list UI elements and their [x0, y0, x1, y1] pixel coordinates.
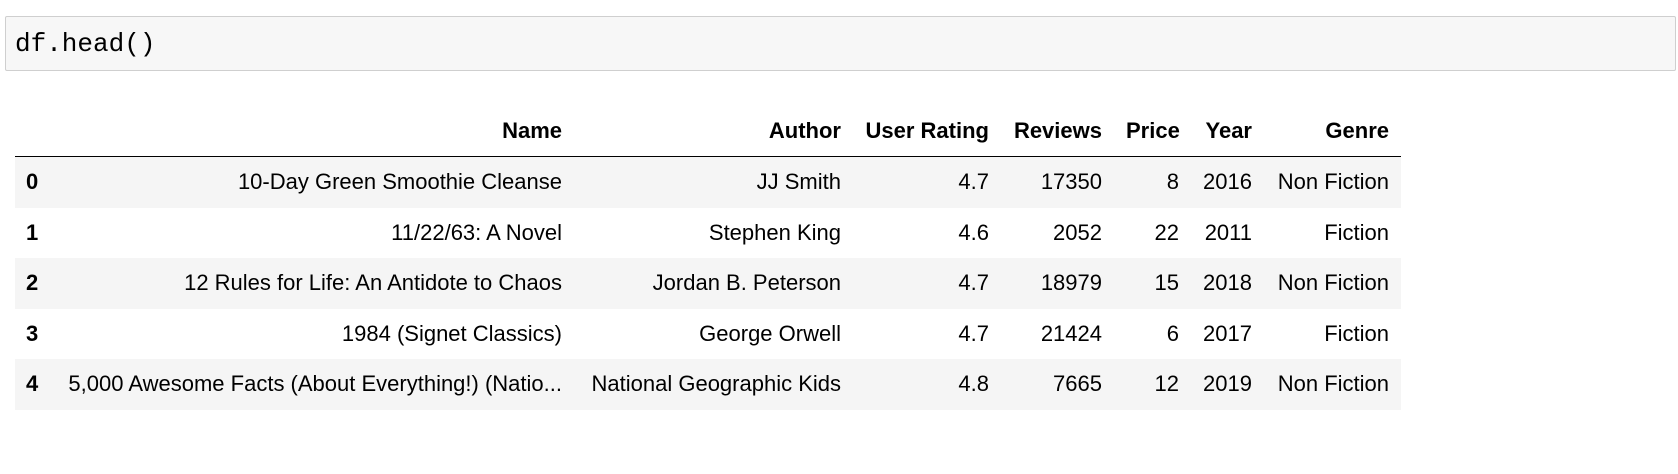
table-cell: 2016: [1203, 169, 1252, 195]
table-cell: 2018: [1203, 270, 1252, 296]
column-header: Reviews: [1001, 105, 1114, 157]
table-cell: 4.7: [958, 320, 989, 346]
table-cell: Non Fiction: [1277, 371, 1389, 397]
table-cell: 18979: [1040, 270, 1102, 296]
table-row: 3 1984 (Signet Classics) George Orwell 4.7 2…: [15, 309, 1401, 360]
table-cell: Stephen King: [708, 219, 841, 245]
code-cell[interactable]: df.head(): [5, 16, 1676, 71]
column-header: Genre: [1264, 105, 1401, 157]
table-body: 0 10-Day Green Smoothie Cleanse JJ Smith 4.…: [15, 156, 1401, 410]
column-header: Author: [574, 105, 853, 157]
table-cell: Non Fiction: [1277, 169, 1389, 195]
dataframe: Name Author User Rating Reviews Price Year Gen…: [15, 105, 1401, 410]
table-row: 1 11/22/63: A Novel Stephen King 4.6 2052 22 2…: [15, 208, 1401, 259]
table-row: 2 12 Rules for Life: An Antidote to Chaos…: [15, 258, 1401, 309]
table-cell: 22: [1154, 219, 1179, 245]
table-cell: 4.8: [958, 371, 989, 397]
table-cell: 1984 (Signet Classics): [341, 320, 562, 346]
table-row: 4 5,000 Awesome Facts (About Everything!)…: [15, 359, 1401, 410]
header-row: Name Author User Rating Reviews Price Year Gen…: [15, 105, 1401, 157]
table-cell: 10-Day Green Smoothie Cleanse: [237, 169, 562, 195]
code: df.head(): [15, 29, 156, 59]
index-header: [15, 105, 50, 157]
row-index: 1: [26, 219, 39, 245]
table-cell: National Geographic Kids: [591, 371, 841, 397]
table-cell: 6: [1166, 320, 1179, 346]
table-cell: 12: [1154, 371, 1179, 397]
table-cell: 2011: [1204, 219, 1252, 245]
table-cell: 15: [1154, 270, 1179, 296]
row-index: 4: [26, 371, 39, 397]
column-header: Year: [1191, 105, 1264, 157]
table-cell: JJ Smith: [756, 169, 841, 195]
table-cell: Fiction: [1324, 320, 1389, 346]
table-cell: George Orwell: [699, 320, 841, 346]
table-cell: 4.6: [958, 219, 989, 245]
table-cell: 11/22/63: A Novel: [391, 219, 562, 245]
table-cell: 17350: [1040, 169, 1102, 195]
table-cell: 7665: [1053, 371, 1102, 397]
table-cell: 5,000 Awesome Facts (About Everything!) …: [68, 371, 562, 397]
table-cell: 8: [1166, 169, 1179, 195]
table-cell: 21424: [1040, 320, 1102, 346]
column-header: Name: [50, 105, 574, 157]
table-cell: 4.7: [958, 169, 989, 195]
row-index: 3: [26, 320, 39, 346]
table-cell: 2052: [1053, 219, 1102, 245]
column-header: User Rating: [853, 105, 1001, 157]
row-index: 2: [26, 270, 39, 296]
table-cell: Non Fiction: [1277, 270, 1389, 296]
table-cell: 2019: [1203, 371, 1252, 397]
row-index: 0: [26, 169, 39, 195]
table-cell: Fiction: [1324, 219, 1389, 245]
table-cell: Jordan B. Peterson: [652, 270, 841, 296]
column-header: Price: [1114, 105, 1191, 157]
table-cell: 4.7: [958, 270, 989, 296]
table-cell: 12 Rules for Life: An Antidote to Chaos: [184, 270, 562, 296]
table-cell: 2017: [1203, 320, 1252, 346]
table-row: 0 10-Day Green Smoothie Cleanse JJ Smith 4.…: [15, 156, 1401, 208]
